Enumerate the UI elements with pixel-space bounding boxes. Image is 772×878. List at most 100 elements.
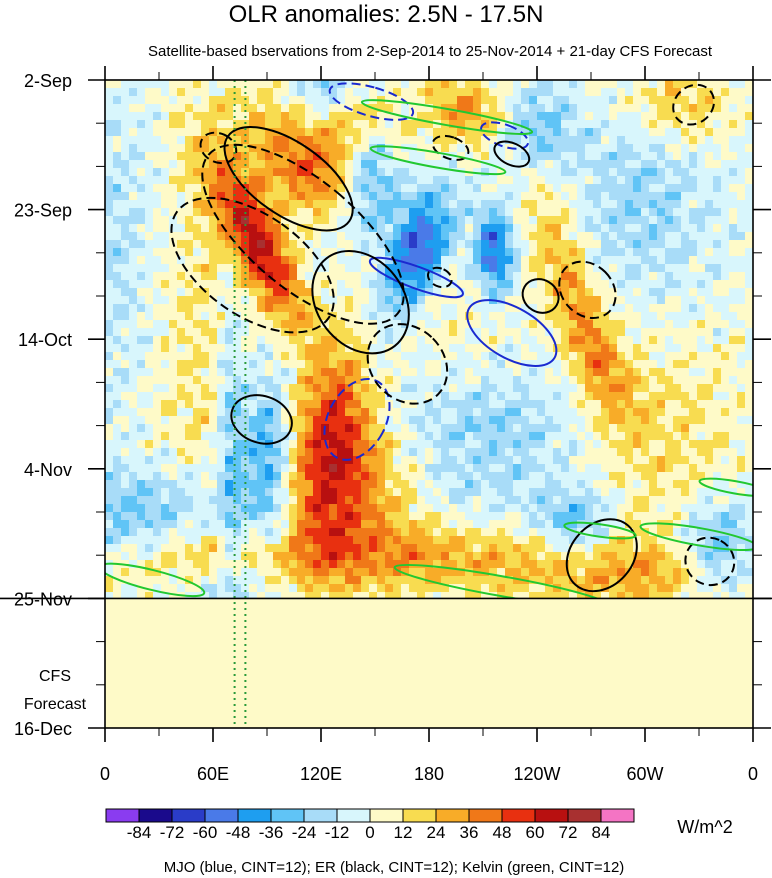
heatmap-cell — [577, 336, 586, 345]
heatmap-cell — [689, 400, 698, 409]
heatmap-cell — [201, 488, 210, 497]
heatmap-cell — [513, 232, 522, 241]
heatmap-cell — [705, 552, 714, 561]
heatmap-cell — [425, 344, 434, 353]
heatmap-cell — [417, 392, 426, 401]
heatmap-cell — [409, 544, 418, 553]
heatmap-cell — [713, 104, 722, 113]
heatmap-cell — [281, 376, 290, 385]
heatmap-cell — [497, 552, 506, 561]
heatmap-cell — [137, 336, 146, 345]
heatmap-cell — [273, 200, 282, 209]
heatmap-cell — [161, 352, 170, 361]
heatmap-cell — [305, 560, 314, 569]
heatmap-cell — [137, 256, 146, 265]
heatmap-cell — [537, 536, 546, 545]
heatmap-cell — [145, 224, 154, 233]
heatmap-cell — [345, 208, 354, 217]
heatmap-cell — [185, 504, 194, 513]
heatmap-cell — [177, 520, 186, 529]
heatmap-cell — [729, 488, 738, 497]
heatmap-cell — [593, 176, 602, 185]
heatmap-cell — [577, 288, 586, 297]
heatmap-cell — [193, 488, 202, 497]
heatmap-cell — [393, 144, 402, 153]
heatmap-cell — [433, 104, 442, 113]
heatmap-cell — [385, 160, 394, 169]
heatmap-cell — [369, 560, 378, 569]
heatmap-cell — [297, 232, 306, 241]
heatmap-cell — [673, 120, 682, 129]
heatmap-cell — [745, 472, 753, 481]
heatmap-cell — [209, 544, 218, 553]
heatmap-cell — [505, 312, 514, 321]
heatmap-cell — [737, 440, 746, 449]
heatmap-cell — [113, 200, 122, 209]
heatmap-cell — [681, 232, 690, 241]
heatmap-cell — [449, 88, 458, 97]
heatmap-cell — [449, 472, 458, 481]
heatmap-cell — [657, 456, 666, 465]
heatmap-cell — [145, 448, 154, 457]
heatmap-cell — [561, 112, 570, 121]
heatmap-cell — [497, 400, 506, 409]
heatmap-cell — [481, 176, 490, 185]
heatmap-cell — [673, 480, 682, 489]
heatmap-cell — [273, 208, 282, 217]
heatmap-cell — [657, 264, 666, 273]
heatmap-cell — [681, 424, 690, 433]
heatmap-cell — [345, 288, 354, 297]
heatmap-cell — [465, 328, 474, 337]
heatmap-cell — [593, 136, 602, 145]
heatmap-cell — [505, 112, 514, 121]
heatmap-cell — [113, 208, 122, 217]
heatmap-cell — [305, 320, 314, 329]
heatmap-cell — [209, 568, 218, 577]
heatmap-cell — [281, 160, 290, 169]
heatmap-cell — [705, 560, 714, 569]
heatmap-cell — [633, 80, 642, 89]
heatmap-cell — [329, 192, 338, 201]
heatmap-cell — [577, 408, 586, 417]
heatmap-cell — [521, 328, 530, 337]
heatmap-cell — [721, 304, 730, 313]
heatmap-cell — [409, 120, 418, 129]
heatmap-cell — [617, 552, 626, 561]
heatmap-cell — [209, 328, 218, 337]
heatmap-cell — [593, 264, 602, 273]
heatmap-cell — [233, 112, 242, 121]
heatmap-cell — [409, 440, 418, 449]
heatmap-cell — [321, 208, 330, 217]
heatmap-cell — [545, 256, 554, 265]
heatmap-cell — [345, 352, 354, 361]
heatmap-cell — [209, 424, 218, 433]
heatmap-cell — [433, 536, 442, 545]
heatmap-cell — [193, 456, 202, 465]
heatmap-cell — [201, 464, 210, 473]
heatmap-cell — [369, 304, 378, 313]
heatmap-cell — [177, 136, 186, 145]
heatmap-cell — [609, 216, 618, 225]
heatmap-cell — [545, 416, 554, 425]
heatmap-cell — [401, 304, 410, 313]
heatmap-cell — [457, 184, 466, 193]
heatmap-cell — [289, 280, 298, 289]
heatmap-cell — [737, 240, 746, 249]
heatmap-cell — [169, 520, 178, 529]
heatmap-cell — [217, 400, 226, 409]
heatmap-cell — [297, 520, 306, 529]
heatmap-cell — [593, 232, 602, 241]
heatmap-cell — [225, 240, 234, 249]
heatmap-cell — [489, 384, 498, 393]
heatmap-cell — [681, 400, 690, 409]
heatmap-cell — [713, 336, 722, 345]
heatmap-cell — [697, 456, 706, 465]
heatmap-cell — [649, 200, 658, 209]
heatmap-cell — [345, 320, 354, 329]
heatmap-cell — [449, 344, 458, 353]
heatmap-cell — [361, 472, 370, 481]
heatmap-cell — [289, 360, 298, 369]
heatmap-cell — [433, 400, 442, 409]
heatmap-cell — [465, 232, 474, 241]
heatmap-cell — [673, 544, 682, 553]
